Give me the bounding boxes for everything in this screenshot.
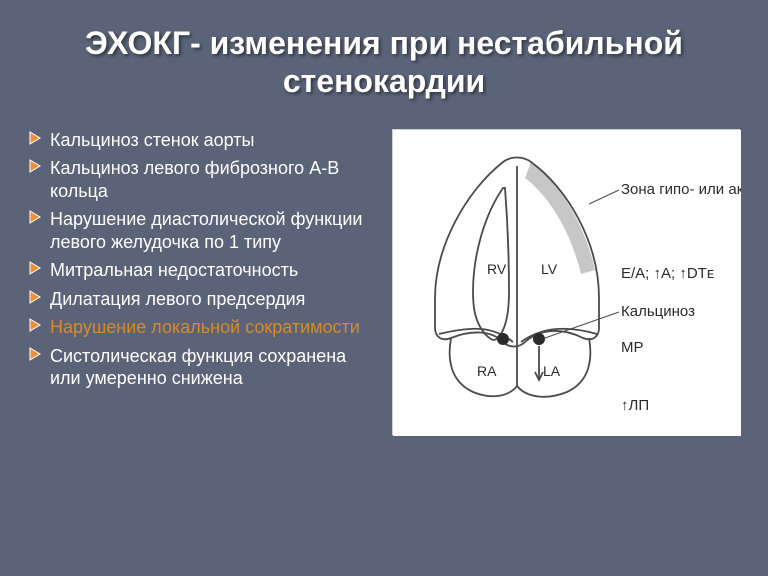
bullet-marker-icon [28,289,42,305]
content-row: Кальциноз стенок аорты Кальциноз левого ф… [28,125,740,435]
bullet-item: Нарушение диастолической функции левого … [28,208,376,253]
bullet-text: Нарушение локальной сократимости [50,316,376,339]
diagram-label: RV [487,261,507,277]
bullet-marker-icon [28,209,42,225]
bullet-text: Нарушение диастолической функции левого … [50,208,376,253]
diagram-annotation: E/A; ↑A; ↑DTᴇ [621,265,714,282]
slide: ЭХОКГ- изменения при нестабильной стенок… [0,0,768,576]
bullet-list: Кальциноз стенок аорты Кальциноз левого ф… [28,125,376,435]
bullet-marker-icon [28,346,42,362]
bullet-marker-icon [28,317,42,333]
diagram-annotation: МР [621,339,644,356]
diagram-label: RA [477,363,497,379]
diagram-label: LA [543,363,561,379]
echocg-diagram: RV LV RA LA Зона гипо- или акинеза E/A; ↑A; ↑… [392,129,740,435]
bullet-item: Кальциноз стенок аорты [28,129,376,152]
bullet-text: Дилатация левого предсердия [50,288,376,311]
bullet-text: Систолическая функция сохранена или умер… [50,345,376,390]
slide-title: ЭХОКГ- изменения при нестабильной стенок… [58,24,710,101]
bullet-text: Кальциноз стенок аорты [50,129,376,152]
bullet-item: Нарушение локальной сократимости [28,316,376,339]
diagram-annotation: Зона гипо- или акинеза [621,181,741,198]
diagram-annotation: Кальциноз [621,303,695,320]
bullet-marker-icon [28,260,42,276]
bullet-item: Систолическая функция сохранена или умер… [28,345,376,390]
bullet-marker-icon [28,130,42,146]
bullet-item: Митральная недостаточность [28,259,376,282]
bullet-item: Дилатация левого предсердия [28,288,376,311]
diagram-label: LV [541,261,558,277]
bullet-text: Митральная недостаточность [50,259,376,282]
bullet-text: Кальциноз левого фиброзного А-В кольца [50,157,376,202]
bullet-marker-icon [28,158,42,174]
bullet-item: Кальциноз левого фиброзного А-В кольца [28,157,376,202]
diagram-annotation: ↑ЛП [621,397,649,414]
